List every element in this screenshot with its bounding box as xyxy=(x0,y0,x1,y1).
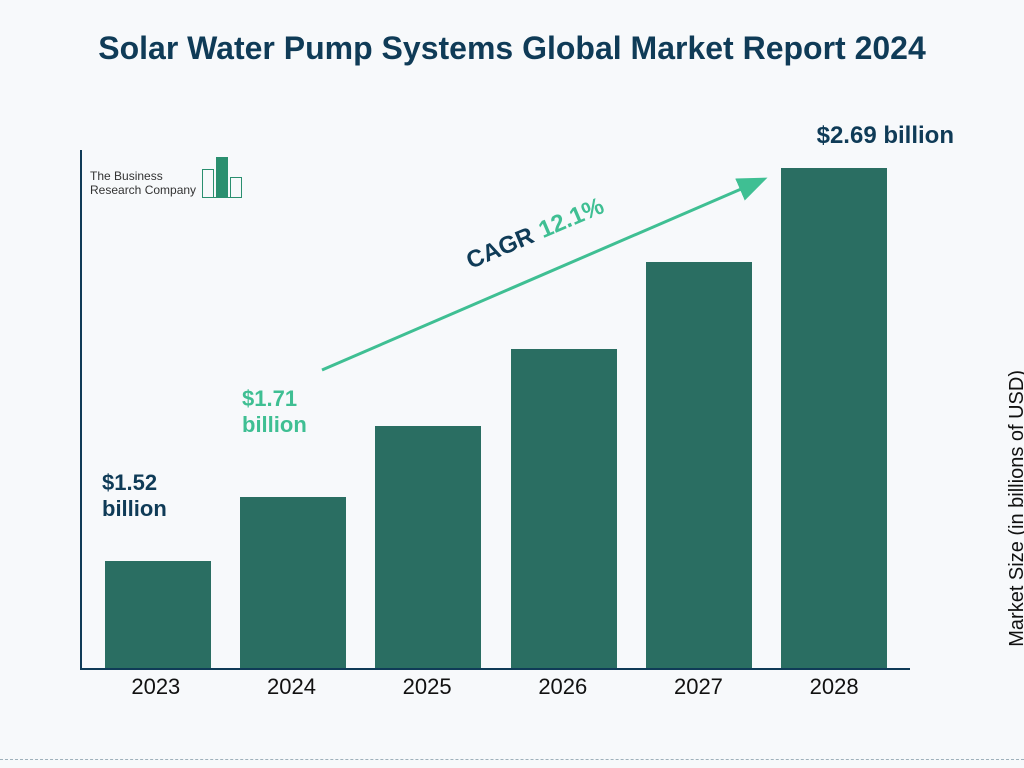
bar1-value-label: $1.71 billion xyxy=(242,386,307,439)
xlabel-2026: 2026 xyxy=(510,674,616,700)
bar0-value-amount: $1.52 xyxy=(102,470,167,496)
chart-area: CAGR12.1% $1.52 billion $1.71 billion 20… xyxy=(80,150,910,700)
y-axis-label: Market Size (in billions of USD) xyxy=(1006,370,1024,647)
xlabel-2023: 2023 xyxy=(103,674,209,700)
bar0-value-unit: billion xyxy=(102,496,167,522)
top-value-label: $2.69 billion xyxy=(817,122,954,150)
xlabel-2027: 2027 xyxy=(645,674,751,700)
bar-2025 xyxy=(375,426,481,668)
bar-2023 xyxy=(105,561,211,668)
xlabel-2028: 2028 xyxy=(781,674,887,700)
chart-title: Solar Water Pump Systems Global Market R… xyxy=(0,0,1024,68)
bar1-value-amount: $1.71 xyxy=(242,386,307,412)
bar1-value-unit: billion xyxy=(242,412,307,438)
x-axis-labels: 2023 2024 2025 2026 2027 2028 xyxy=(80,674,910,700)
xlabel-2024: 2024 xyxy=(238,674,344,700)
footer-divider xyxy=(0,759,1024,760)
bars-container xyxy=(82,150,910,668)
bar-2026 xyxy=(511,349,617,668)
bar-2027 xyxy=(646,262,752,668)
bar-2024 xyxy=(240,497,346,668)
bar0-value-label: $1.52 billion xyxy=(102,470,167,523)
bar-2028 xyxy=(781,168,887,668)
plot-region: CAGR12.1% $1.52 billion $1.71 billion xyxy=(80,150,910,670)
xlabel-2025: 2025 xyxy=(374,674,480,700)
